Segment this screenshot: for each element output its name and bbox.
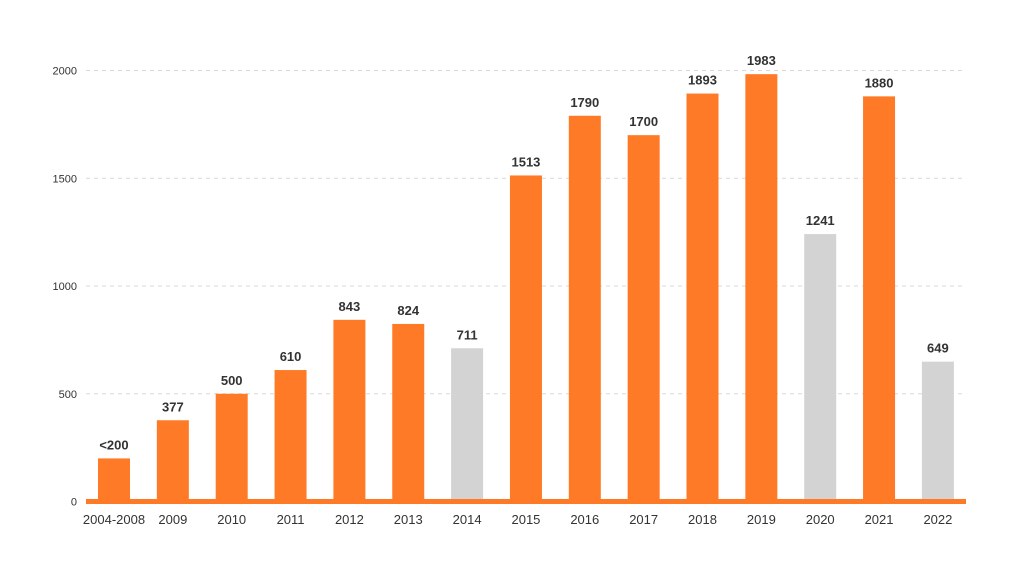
data-label: 1880 (865, 75, 894, 90)
data-label: 824 (397, 303, 419, 318)
data-label: 377 (162, 399, 184, 414)
bar-2014 (451, 348, 484, 502)
data-label: 1513 (511, 154, 540, 169)
data-label: 610 (280, 349, 302, 364)
y-axis-ticks: 0 500 1000 1500 2000 (53, 66, 77, 509)
x-tick-label: 2016 (570, 512, 599, 527)
x-tick-label: 2012 (335, 512, 364, 527)
data-label: 1241 (806, 213, 835, 228)
y-tick-label: 0 (71, 497, 77, 509)
data-label: <200 (99, 437, 128, 452)
data-label: 1983 (747, 53, 776, 68)
x-tick-label: 2021 (865, 512, 894, 527)
data-label: 843 (339, 299, 361, 314)
x-tick-label: 2010 (217, 512, 246, 527)
y-tick-label: 2000 (53, 66, 77, 78)
x-tick-label: 2015 (511, 512, 540, 527)
bar-2017 (627, 135, 660, 502)
x-tick-label: 2019 (747, 512, 776, 527)
bars (98, 74, 954, 502)
bar-2018 (686, 93, 719, 502)
data-label: 1790 (570, 95, 599, 110)
data-label: 711 (457, 327, 478, 342)
bar-2009 (156, 420, 189, 502)
bar-2010 (215, 393, 248, 502)
data-label: 649 (927, 341, 949, 356)
data-labels: <200 377 500 610 843 824 711 1513 1790 1700 1893 19… (99, 53, 948, 452)
bar-2012 (333, 319, 366, 502)
bar-2021 (863, 96, 896, 502)
y-tick-label: 500 (59, 389, 77, 401)
bar-2022 (921, 361, 954, 502)
x-tick-label: 2017 (629, 512, 658, 527)
bar-2020 (804, 234, 837, 502)
x-tick-label: 2022 (923, 512, 952, 527)
bar-2011 (274, 370, 307, 502)
bar-2013 (392, 323, 425, 502)
x-tick-label: 2013 (394, 512, 423, 527)
data-label: 1893 (688, 73, 717, 88)
data-label: 500 (221, 373, 243, 388)
bar-2019 (745, 74, 778, 502)
x-tick-label: 2020 (806, 512, 835, 527)
x-tick-label: 2018 (688, 512, 717, 527)
x-tick-label: 2009 (158, 512, 187, 527)
data-label: 1700 (629, 114, 658, 129)
bar-2015 (509, 175, 542, 502)
x-axis-ticks: 2004-2008 2009 2010 2011 2012 2013 2014 2015 201… (83, 512, 952, 527)
x-tick-label: 2014 (453, 512, 482, 527)
x-tick-label: 2004-2008 (83, 512, 145, 527)
bar-2016 (568, 115, 601, 502)
bar-2004-2008 (98, 458, 130, 502)
y-tick-label: 1500 (53, 173, 77, 185)
x-tick-label: 2011 (277, 512, 305, 527)
y-tick-label: 1000 (53, 281, 77, 293)
x-axis-baseline (86, 499, 966, 504)
